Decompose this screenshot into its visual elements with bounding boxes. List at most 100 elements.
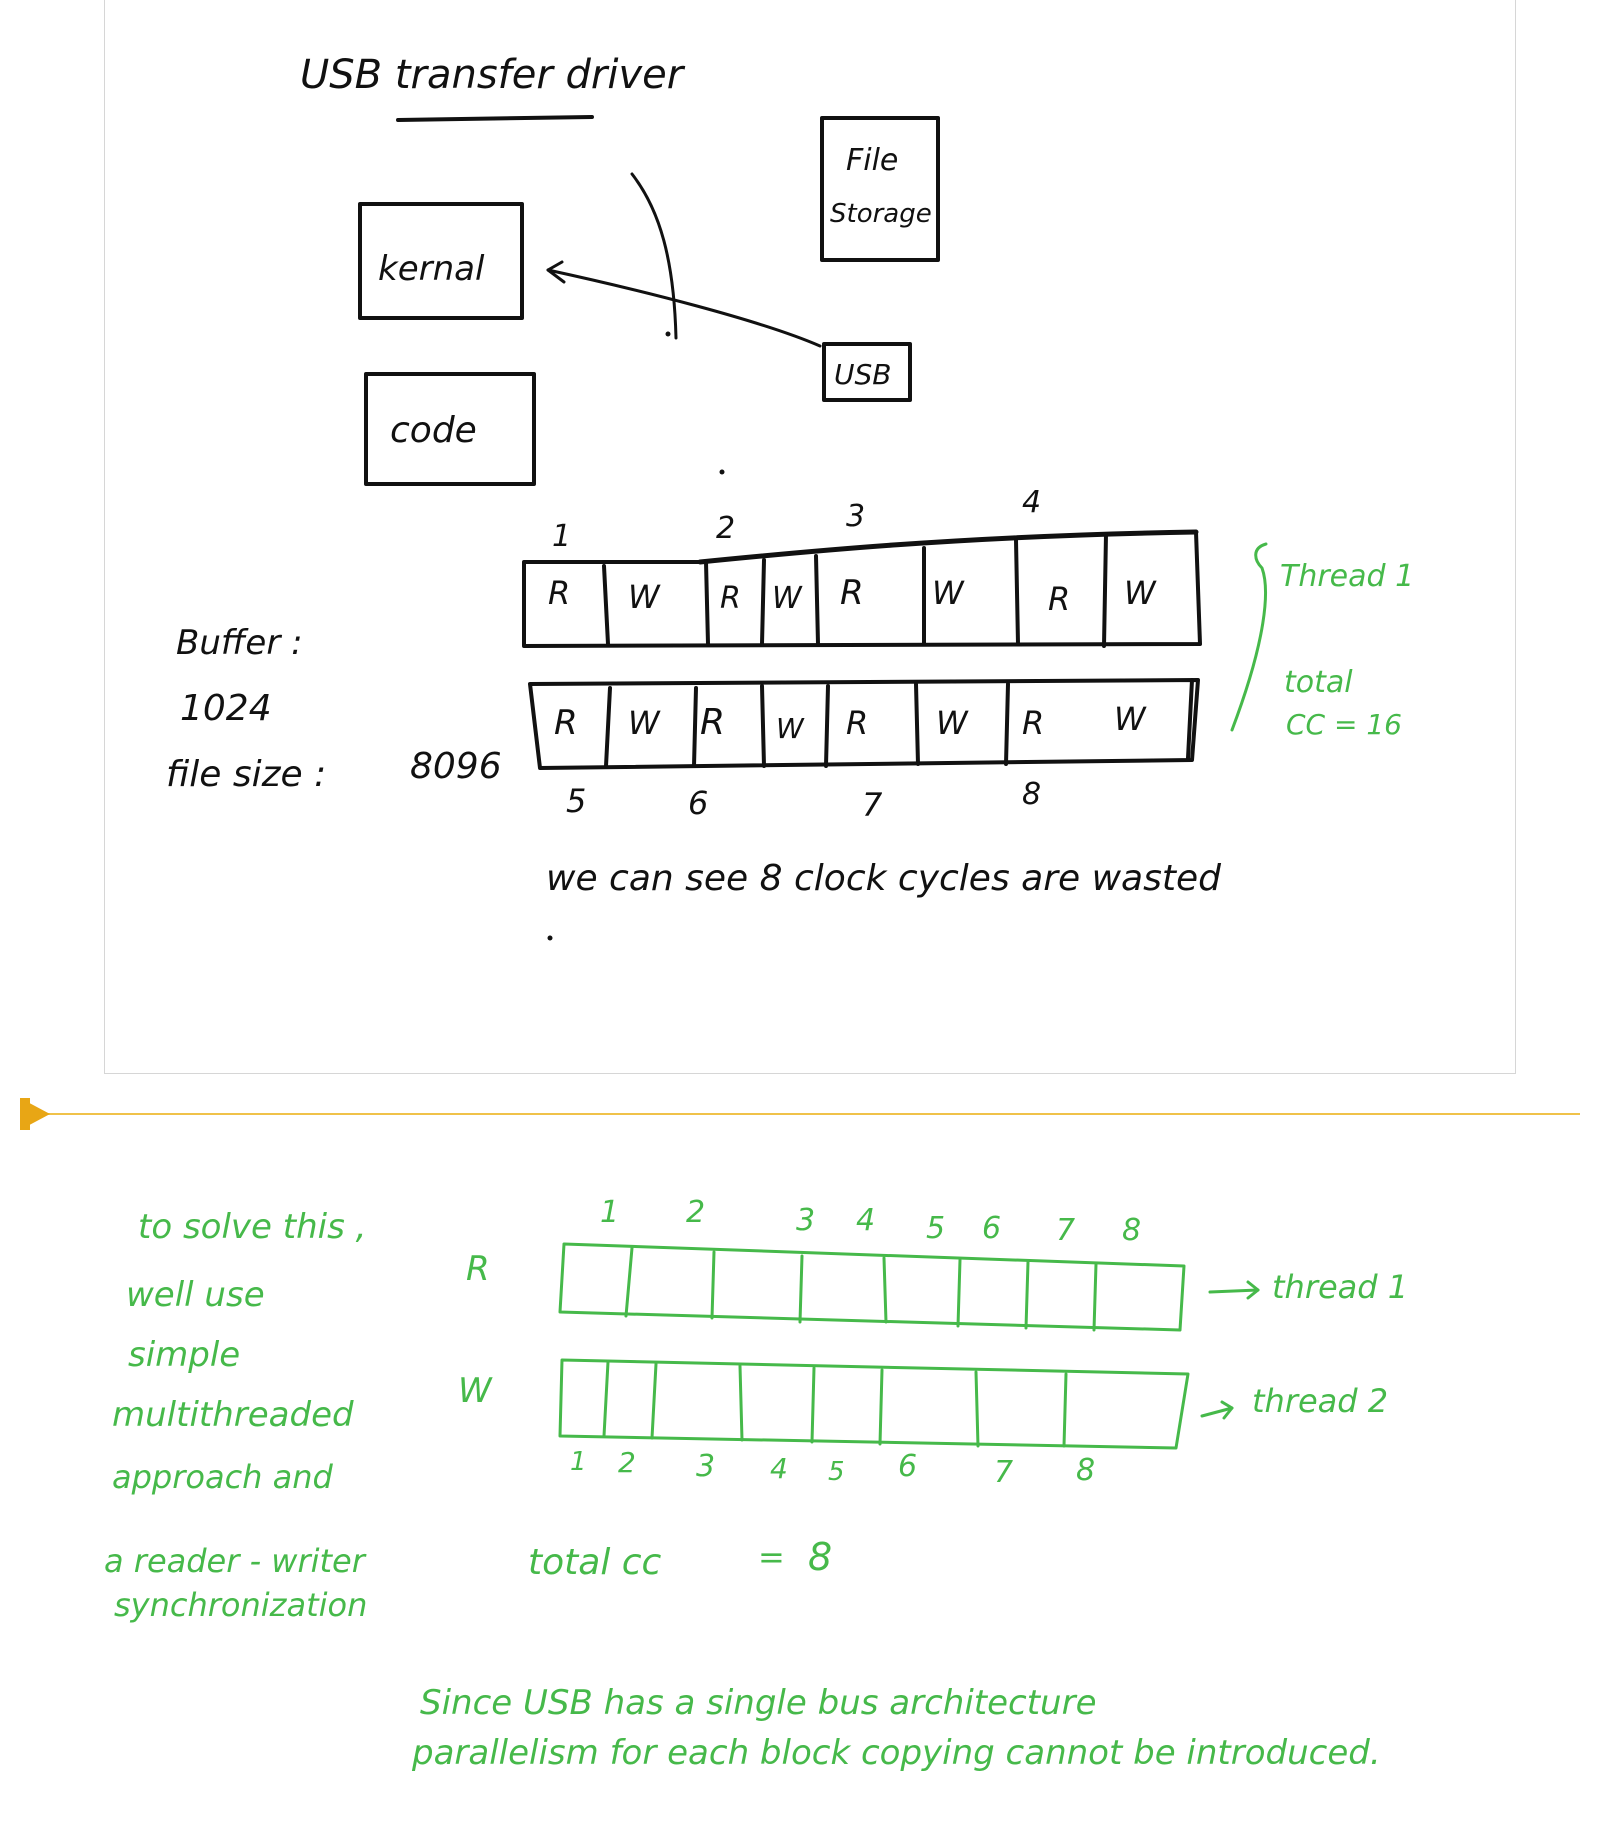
row1-cell-1: R — [548, 574, 570, 612]
title-underline — [396, 115, 594, 122]
kernal-box — [358, 202, 524, 320]
code-box — [364, 372, 536, 486]
row2-cell-5: R — [846, 704, 868, 742]
row2-cell-7: R — [1022, 704, 1044, 742]
ink-dot — [665, 331, 671, 337]
row1-cell-3: R — [720, 581, 741, 616]
row2-cell-1: R — [554, 703, 578, 743]
row1-cell-5: R — [840, 573, 864, 613]
r-number-1: 1 — [600, 1195, 619, 1230]
note-line-7: synchronization — [114, 1586, 367, 1624]
w-row-dividers — [602, 1360, 1068, 1448]
bottom-total-value: 8 — [808, 1535, 832, 1579]
file-storage-box — [820, 116, 940, 262]
row2-box — [528, 678, 1200, 770]
row1-cell-6: W — [932, 574, 965, 612]
r-number-7: 7 — [1056, 1213, 1075, 1248]
usb-box — [822, 342, 912, 402]
r-row-dividers — [624, 1246, 1098, 1332]
top-thread1-label: Thread 1 — [1280, 559, 1414, 594]
conclusion-line-1: Since USB has a single bus architecture — [420, 1683, 1096, 1723]
row2-dividers — [604, 678, 1194, 768]
row1-cell-7: R — [1048, 580, 1070, 618]
r-number-5: 5 — [926, 1211, 945, 1246]
note-line-4: multithreaded — [112, 1395, 354, 1435]
row1-cells: R W R W R W R W — [548, 573, 1157, 618]
row2-cell-2: W — [628, 704, 661, 742]
row2-cells: R W R W R W R W — [554, 700, 1147, 745]
buffer-label: Buffer : — [176, 623, 303, 663]
page-title: USB transfer driver — [300, 52, 686, 98]
w-number-8: 8 — [1076, 1453, 1095, 1488]
r-row-box — [558, 1242, 1186, 1332]
row1-cell-2: W — [628, 578, 661, 616]
row2-number-6: 6 — [688, 784, 708, 822]
note-line-3: simple — [128, 1335, 240, 1375]
w-number-2: 2 — [618, 1446, 636, 1479]
arrow-head-icon — [546, 260, 566, 284]
r-number-2: 2 — [686, 1195, 705, 1230]
row2-number-7: 7 — [862, 786, 883, 824]
file-storage-label-1: File — [846, 143, 898, 178]
solution-note: to solve this , well use simple multithr… — [104, 1207, 367, 1624]
kernal-label: kernal — [378, 249, 485, 289]
w-row-box — [558, 1358, 1190, 1450]
thread2-label: thread 2 — [1252, 1382, 1388, 1420]
w-number-4: 4 — [770, 1452, 788, 1485]
row1-number-2: 2 — [716, 511, 735, 546]
code-label: code — [390, 410, 477, 451]
r-number-8: 8 — [1122, 1213, 1141, 1248]
thread1-label: thread 1 — [1272, 1268, 1408, 1306]
row2-cell-6: W — [936, 704, 969, 742]
row1-cell-4: W — [772, 581, 803, 616]
note-line-1: to solve this , — [138, 1207, 366, 1247]
w-number-7: 7 — [994, 1455, 1013, 1490]
row1-cell-8: W — [1124, 574, 1157, 612]
curve-separator — [630, 172, 678, 340]
usb-to-kernal-arrow — [546, 268, 822, 348]
row2-cell-8: W — [1114, 700, 1147, 738]
row1-number-3: 3 — [846, 499, 865, 534]
r-number-6: 6 — [982, 1211, 1001, 1246]
divider-marker-arrow-icon[interactable] — [20, 1098, 50, 1130]
thread1-arrow — [1208, 1288, 1260, 1294]
row1-number-1: 1 — [552, 519, 571, 554]
note-page — [104, 0, 1516, 1074]
w-number-3: 3 — [696, 1449, 715, 1484]
note-line-5: approach and — [112, 1458, 334, 1496]
w-number-5: 5 — [828, 1457, 845, 1487]
top-total-cc: CC = 16 — [1286, 708, 1402, 741]
row2-cell-3: R — [700, 702, 725, 743]
row2-cell-4: W — [776, 712, 805, 745]
w-row-numbers: 1 2 3 4 5 6 7 8 — [570, 1446, 1095, 1490]
note-line-6: a reader - writer — [104, 1542, 367, 1580]
w-number-6: 6 — [898, 1449, 917, 1484]
thread2-arrow — [1200, 1406, 1234, 1418]
ink-dot — [719, 469, 725, 475]
conclusion-line-2: parallelism for each block copying canno… — [411, 1733, 1381, 1773]
row-r-label: R — [466, 1249, 490, 1289]
row1-top-edge — [697, 529, 1199, 565]
thread2-arrow-head-icon — [1220, 1400, 1234, 1420]
row2-number-8: 8 — [1022, 777, 1041, 812]
wasted-note: we can see 8 clock cycles are wasted — [546, 858, 1222, 899]
r-number-3: 3 — [796, 1203, 815, 1238]
file-size-value: 8096 — [410, 746, 502, 787]
usb-label: USB — [834, 358, 891, 391]
thread1-arrow-head-icon — [1246, 1280, 1260, 1300]
file-storage-label-2: Storage — [830, 199, 932, 229]
ink-dot — [547, 935, 553, 941]
r-row-numbers: 1 2 3 4 5 6 7 8 — [600, 1195, 1141, 1248]
row1-dividers — [602, 532, 1108, 648]
note-line-2: well use — [126, 1275, 265, 1315]
bottom-total-eq: = — [758, 1538, 785, 1576]
row1-number-4: 4 — [1022, 485, 1041, 520]
w-number-1: 1 — [570, 1447, 587, 1477]
buffer-value: 1024 — [180, 688, 272, 729]
page-divider — [46, 1113, 1580, 1115]
bottom-total-label: total cc — [528, 1542, 662, 1583]
row2-number-5: 5 — [566, 782, 586, 820]
thread-brace — [1230, 542, 1268, 732]
top-total-label: total — [1284, 665, 1353, 700]
